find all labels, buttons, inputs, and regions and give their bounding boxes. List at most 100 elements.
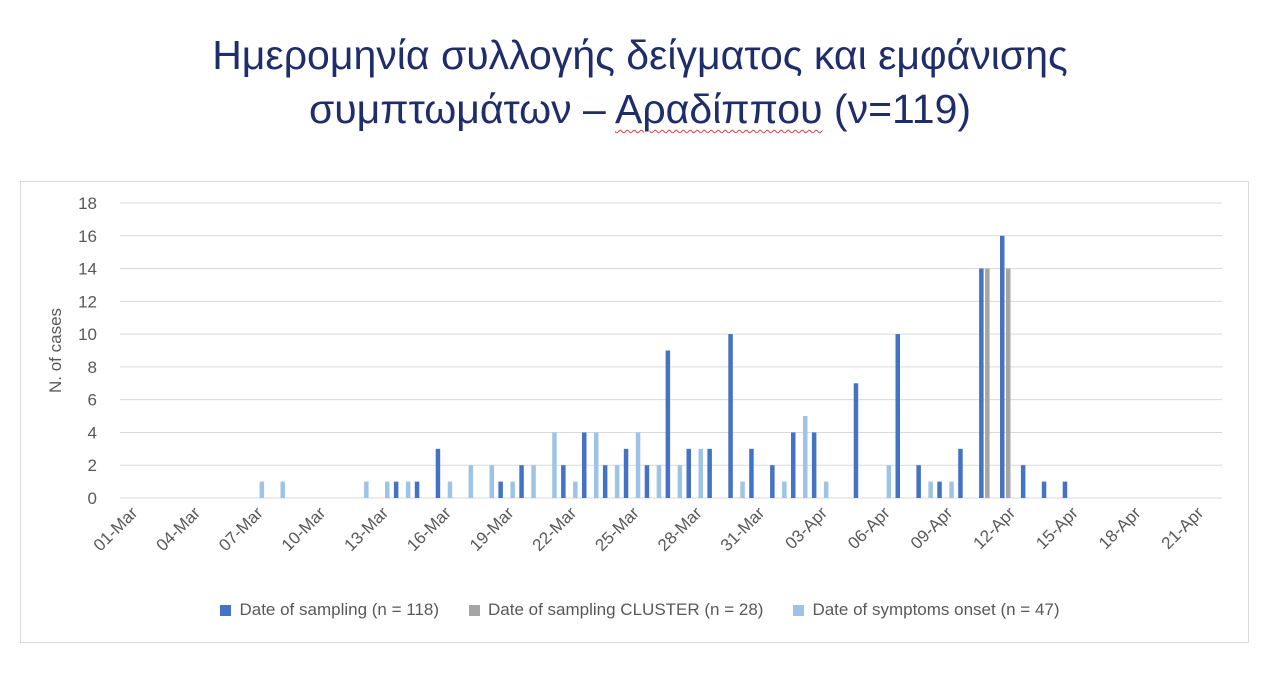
- x-tick-label: 12-Apr: [970, 503, 1020, 553]
- bar: [489, 465, 494, 498]
- bar: [803, 416, 808, 498]
- bar: [791, 432, 796, 498]
- x-tick-label: 03-Apr: [781, 503, 831, 553]
- bar: [707, 448, 712, 498]
- bar: [979, 268, 984, 498]
- bar: [916, 465, 921, 498]
- bar: [1006, 268, 1011, 498]
- bar: [552, 432, 557, 498]
- legend: Date of sampling (n = 118) Date of sampli…: [0, 600, 1280, 620]
- y-tick-label: 4: [88, 423, 97, 442]
- bar: [531, 465, 536, 498]
- x-tick-label: 10-Mar: [278, 503, 330, 555]
- bar: [519, 465, 524, 498]
- x-tick-label: 19-Mar: [466, 503, 518, 555]
- x-tick-label: 06-Apr: [844, 503, 894, 553]
- legend-item: Date of symptoms onset (n = 47): [793, 600, 1060, 620]
- bar: [949, 481, 954, 498]
- chart-area: [20, 181, 1249, 643]
- bar: [895, 334, 900, 498]
- chart-title: Ημερομηνία συλλογής δείγματος και εμφάνι…: [0, 28, 1280, 136]
- bar: [770, 465, 775, 498]
- bar: [594, 432, 599, 498]
- y-tick-label: 16: [78, 227, 97, 246]
- legend-item: Date of sampling CLUSTER (n = 28): [469, 600, 763, 620]
- bar: [280, 481, 285, 498]
- bar: [686, 448, 691, 498]
- bar: [435, 448, 441, 498]
- bar: [447, 481, 453, 498]
- y-tick-label: 8: [88, 358, 97, 377]
- bar: [749, 448, 754, 498]
- bar: [385, 481, 390, 498]
- legend-swatch: [793, 604, 805, 616]
- y-tick-label: 6: [88, 391, 97, 410]
- title-place-name: Αραδίππου: [615, 86, 823, 132]
- x-tick-label: 31-Mar: [717, 503, 769, 555]
- bar: [782, 481, 787, 498]
- legend-swatch: [469, 604, 481, 616]
- bar: [937, 481, 942, 498]
- bar: [823, 481, 829, 498]
- y-tick-label: 14: [78, 260, 97, 279]
- x-tick-label: 04-Mar: [152, 503, 204, 555]
- bar: [635, 432, 641, 498]
- title-line-2-end: (ν=119): [822, 86, 972, 132]
- bar: [393, 481, 399, 498]
- bar: [573, 481, 578, 498]
- y-tick-label: 12: [78, 292, 97, 311]
- title-line-2-start: συμπτωμάτων –: [308, 86, 615, 132]
- x-tick-label: 15-Apr: [1032, 503, 1082, 553]
- bar: [985, 268, 990, 498]
- bar: [740, 481, 745, 498]
- bar: [602, 465, 608, 498]
- bar: [1062, 481, 1068, 498]
- legend-label: Date of sampling CLUSTER (n = 28): [488, 600, 764, 619]
- x-tick-label: 18-Apr: [1095, 503, 1145, 553]
- bar: [728, 334, 733, 498]
- x-tick-label: 16-Mar: [403, 503, 455, 555]
- bar: [677, 465, 683, 498]
- bar: [614, 465, 620, 498]
- x-tick-label: 13-Mar: [341, 503, 393, 555]
- bar: [928, 481, 933, 498]
- x-tick-label: 28-Mar: [654, 503, 706, 555]
- bar: [853, 383, 859, 498]
- legend-swatch: [220, 604, 232, 616]
- y-axis-label: N. of cases: [46, 308, 65, 393]
- bar: [623, 448, 629, 498]
- x-tick-label: 09-Apr: [907, 503, 957, 553]
- bar: [259, 481, 265, 498]
- x-tick-label: 22-Mar: [529, 503, 581, 555]
- bar: [1041, 481, 1047, 498]
- bar: [1000, 235, 1005, 498]
- bar: [364, 481, 369, 498]
- legend-label: Date of sampling (n = 118): [239, 600, 440, 619]
- y-tick-label: 18: [78, 194, 97, 213]
- y-tick-label: 0: [88, 489, 97, 508]
- x-tick-label: 21-Apr: [1158, 503, 1208, 553]
- bar: [644, 465, 650, 498]
- bar: [582, 432, 587, 498]
- bar: [468, 465, 474, 498]
- bar: [510, 481, 515, 498]
- bar: [665, 350, 671, 498]
- title-line-2: συμπτωμάτων – Αραδίππου (ν=119): [0, 82, 1280, 136]
- bar: [811, 432, 817, 498]
- bar-chart: 0 2 4 6 8 10 12 14 16 18 N. of cases 01-Mar 04-Mar 07…: [46, 194, 1222, 555]
- bar: [656, 465, 662, 498]
- x-tick-label: 25-Mar: [591, 503, 643, 555]
- bar: [498, 481, 503, 498]
- legend-item: Date of sampling (n = 118): [220, 600, 439, 620]
- bar: [886, 465, 892, 498]
- y-tick-label: 2: [88, 456, 97, 475]
- bar: [1020, 465, 1026, 498]
- bar: [561, 465, 566, 498]
- bar: [405, 481, 411, 498]
- legend-label: Date of symptoms onset (n = 47): [812, 600, 1060, 619]
- y-tick-label: 10: [78, 325, 97, 344]
- bar: [958, 448, 963, 498]
- title-line-1: Ημερομηνία συλλογής δείγματος και εμφάνι…: [212, 32, 1068, 78]
- x-tick-label: 01-Mar: [90, 503, 142, 555]
- bar: [414, 481, 420, 498]
